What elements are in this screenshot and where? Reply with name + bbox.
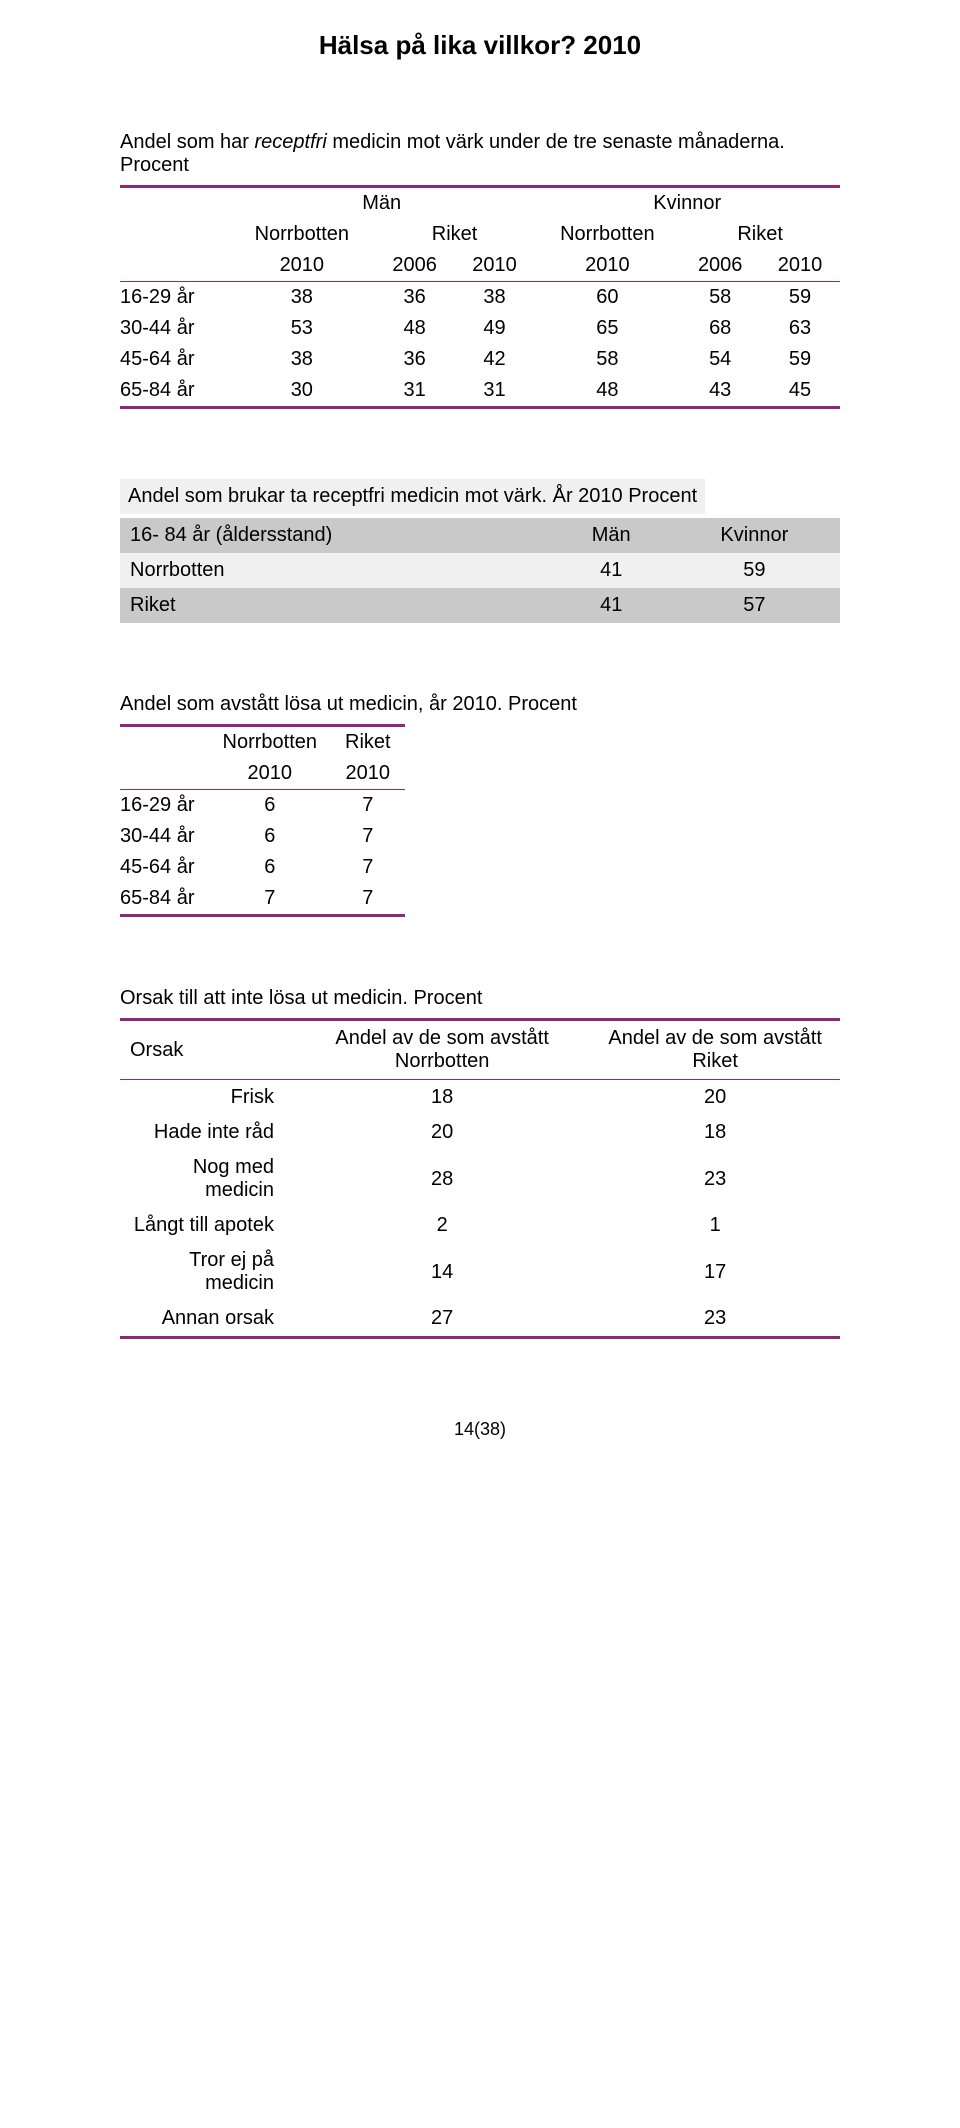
t1-r2-v3: 58 bbox=[534, 344, 680, 375]
t1-y3: 2010 bbox=[534, 250, 680, 282]
t4-r1-a: 20 bbox=[294, 1115, 590, 1150]
t1-col-r1: Riket bbox=[375, 219, 535, 250]
t1-y2: 2010 bbox=[455, 250, 535, 282]
t2-r0-label: Norrbotten bbox=[120, 553, 554, 588]
t1-y5: 2010 bbox=[760, 250, 840, 282]
t4-h2: Andel av de som avstått Riket bbox=[590, 1020, 840, 1080]
t3-y1: 2010 bbox=[331, 758, 405, 790]
t3-r0-v0: 6 bbox=[209, 790, 332, 822]
t4-r4-a: 14 bbox=[294, 1243, 590, 1301]
t3-c1: Riket bbox=[331, 726, 405, 759]
table1: Män Kvinnor Norrbotten Riket Norrbotten … bbox=[120, 185, 840, 409]
t1-r1-v1: 48 bbox=[375, 313, 455, 344]
t3-r2-v0: 6 bbox=[209, 852, 332, 883]
t4-r5-b: 23 bbox=[590, 1301, 840, 1338]
t1-r1-label: 30-44 år bbox=[120, 313, 229, 344]
t4-r0-label: Frisk bbox=[120, 1080, 294, 1116]
section4-desc: Orsak till att inte lösa ut medicin. Pro… bbox=[120, 987, 840, 1010]
t1-span-women: Kvinnor bbox=[534, 187, 840, 220]
t3-r1-v0: 6 bbox=[209, 821, 332, 852]
t1-r0-v1: 36 bbox=[375, 282, 455, 314]
section3-desc: Andel som avstått lösa ut medicin, år 20… bbox=[120, 693, 840, 716]
t1-y4: 2006 bbox=[680, 250, 760, 282]
t2-r1-k: 57 bbox=[669, 588, 840, 623]
table3: Norrbotten Riket 2010 2010 16-29 år 6 7 … bbox=[120, 724, 405, 917]
t4-h0: Orsak bbox=[120, 1020, 294, 1080]
s1-prefix: Andel som har bbox=[120, 131, 255, 153]
page-number: 14(38) bbox=[120, 1419, 840, 1440]
t1-r3-label: 65-84 år bbox=[120, 375, 229, 408]
t4-r2-a: 28 bbox=[294, 1150, 590, 1208]
t4-r4-label: Tror ej på medicin bbox=[120, 1243, 294, 1301]
t1-r3-v5: 45 bbox=[760, 375, 840, 408]
t4-r0-b: 20 bbox=[590, 1080, 840, 1116]
t4-r2-label: Nog med medicin bbox=[120, 1150, 294, 1208]
t3-r1-v1: 7 bbox=[331, 821, 405, 852]
t4-r1-b: 18 bbox=[590, 1115, 840, 1150]
t1-r2-v1: 36 bbox=[375, 344, 455, 375]
t1-col-r2: Riket bbox=[680, 219, 840, 250]
t3-r3-label: 65-84 år bbox=[120, 883, 209, 916]
t2-r1-m: 41 bbox=[554, 588, 669, 623]
t4-r3-a: 2 bbox=[294, 1208, 590, 1243]
t1-r1-v0: 53 bbox=[229, 313, 375, 344]
t3-c0: Norrbotten bbox=[209, 726, 332, 759]
t1-r3-v3: 48 bbox=[534, 375, 680, 408]
t1-y1: 2006 bbox=[375, 250, 455, 282]
t1-r0-v0: 38 bbox=[229, 282, 375, 314]
t3-r2-v1: 7 bbox=[331, 852, 405, 883]
t1-r2-label: 45-64 år bbox=[120, 344, 229, 375]
section2-title: Andel som brukar ta receptfri medicin mo… bbox=[120, 479, 705, 514]
t4-r3-label: Långt till apotek bbox=[120, 1208, 294, 1243]
t4-h1: Andel av de som avstått Norrbotten bbox=[294, 1020, 590, 1080]
t1-r3-v0: 30 bbox=[229, 375, 375, 408]
section1-desc: Andel som har receptfri medicin mot värk… bbox=[120, 131, 840, 177]
t1-col-nb2: Norrbotten bbox=[534, 219, 680, 250]
t2-h0: 16- 84 år (åldersstand) bbox=[120, 518, 554, 553]
t3-r3-v0: 7 bbox=[209, 883, 332, 916]
t1-r1-v3: 65 bbox=[534, 313, 680, 344]
t1-r0-label: 16-29 år bbox=[120, 282, 229, 314]
t3-r0-v1: 7 bbox=[331, 790, 405, 822]
t1-r0-v5: 59 bbox=[760, 282, 840, 314]
t1-r0-v2: 38 bbox=[455, 282, 535, 314]
t3-r1-label: 30-44 år bbox=[120, 821, 209, 852]
t4-r0-a: 18 bbox=[294, 1080, 590, 1116]
t1-r3-v2: 31 bbox=[455, 375, 535, 408]
t1-r2-v2: 42 bbox=[455, 344, 535, 375]
t2-h2: Kvinnor bbox=[669, 518, 840, 553]
page-title: Hälsa på lika villkor? 2010 bbox=[120, 30, 840, 61]
t3-r0-label: 16-29 år bbox=[120, 790, 209, 822]
table4: Orsak Andel av de som avstått Norrbotten… bbox=[120, 1018, 840, 1339]
t1-r1-v4: 68 bbox=[680, 313, 760, 344]
t2-r0-m: 41 bbox=[554, 553, 669, 588]
t4-r4-b: 17 bbox=[590, 1243, 840, 1301]
t2-h1: Män bbox=[554, 518, 669, 553]
t2-r1-label: Riket bbox=[120, 588, 554, 623]
s1-italic: receptfri bbox=[255, 131, 327, 153]
t1-col-nb1: Norrbotten bbox=[229, 219, 375, 250]
t1-r1-v2: 49 bbox=[455, 313, 535, 344]
t1-y0: 2010 bbox=[229, 250, 375, 282]
t4-r2-b: 23 bbox=[590, 1150, 840, 1208]
t4-r5-label: Annan orsak bbox=[120, 1301, 294, 1338]
t4-r1-label: Hade inte råd bbox=[120, 1115, 294, 1150]
t1-r0-v3: 60 bbox=[534, 282, 680, 314]
t1-r2-v5: 59 bbox=[760, 344, 840, 375]
t1-r1-v5: 63 bbox=[760, 313, 840, 344]
t1-span-men: Män bbox=[229, 187, 535, 220]
t3-r3-v1: 7 bbox=[331, 883, 405, 916]
t1-r2-v0: 38 bbox=[229, 344, 375, 375]
t1-r2-v4: 54 bbox=[680, 344, 760, 375]
t1-r3-v4: 43 bbox=[680, 375, 760, 408]
t3-y0: 2010 bbox=[209, 758, 332, 790]
t4-r3-b: 1 bbox=[590, 1208, 840, 1243]
t3-r2-label: 45-64 år bbox=[120, 852, 209, 883]
table2: 16- 84 år (åldersstand) Män Kvinnor Norr… bbox=[120, 518, 840, 623]
t1-r3-v1: 31 bbox=[375, 375, 455, 408]
t1-r0-v4: 58 bbox=[680, 282, 760, 314]
t4-r5-a: 27 bbox=[294, 1301, 590, 1338]
t2-r0-k: 59 bbox=[669, 553, 840, 588]
